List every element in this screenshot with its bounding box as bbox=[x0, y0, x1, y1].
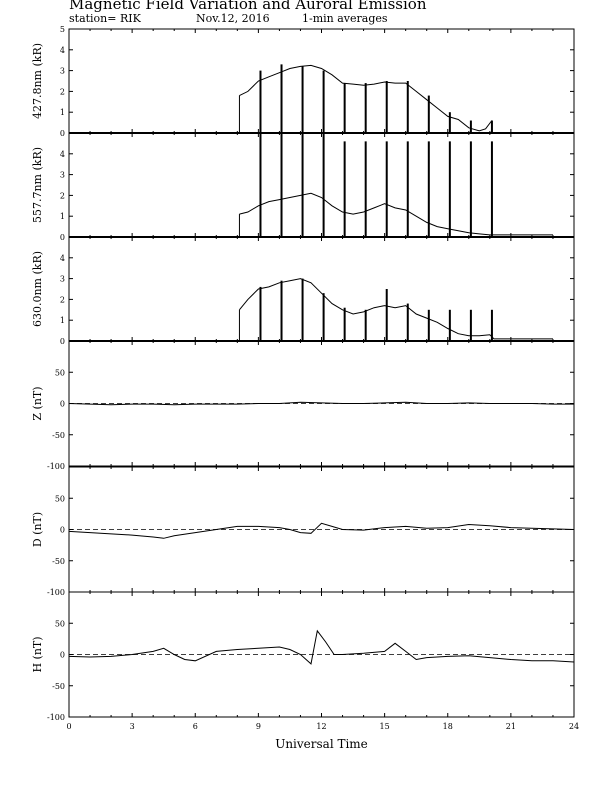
p4278-ytick-label: 0 bbox=[60, 129, 65, 138]
xtick-label: 9 bbox=[256, 722, 261, 731]
p5577-frame bbox=[68, 132, 575, 238]
pD-ytick-label: -50 bbox=[52, 557, 65, 566]
pZ-ytick-label: -100 bbox=[47, 462, 65, 471]
p5577-ylabel: 557.7nm (kR) bbox=[31, 147, 44, 223]
chart-title: Magnetic Field Variation and Auroral Emi… bbox=[69, 0, 427, 13]
p4278-ytick-label: 5 bbox=[60, 25, 65, 34]
pD-ytick-label: 0 bbox=[60, 526, 65, 535]
pH-ytick-label: 0 bbox=[60, 651, 65, 660]
p5577-ytick-label: 4 bbox=[60, 150, 65, 159]
p5577-ytick-label: 2 bbox=[60, 191, 65, 200]
p6300-ytick-label: 3 bbox=[60, 275, 65, 284]
xtick-label: 24 bbox=[569, 722, 579, 731]
p6300-ytick-label: 4 bbox=[60, 254, 65, 263]
xtick-label: 0 bbox=[66, 722, 71, 731]
p6300-ytick-label: 2 bbox=[60, 295, 65, 304]
station-label: station= RIK bbox=[69, 12, 141, 25]
xtick-label: 21 bbox=[506, 722, 516, 731]
xtick-label: 18 bbox=[443, 722, 453, 731]
pH-ytick-label: -50 bbox=[52, 682, 65, 691]
xtick-label: 12 bbox=[316, 722, 326, 731]
x-axis-label: Universal Time bbox=[275, 737, 368, 751]
p4278-ytick-label: 1 bbox=[60, 108, 65, 117]
pZ-ytick-label: 0 bbox=[60, 400, 65, 409]
p6300-ylabel: 630.0nm (kR) bbox=[31, 251, 44, 327]
pH-ytick-label: 50 bbox=[55, 619, 65, 628]
pD-series-line bbox=[68, 522, 575, 539]
pD-ytick-label: 50 bbox=[55, 494, 65, 503]
pZ-ylabel: Z (nT) bbox=[31, 386, 44, 420]
p6300-series-line bbox=[239, 278, 553, 340]
p6300-ytick-label: 1 bbox=[60, 316, 65, 325]
pD-ytick-label: -100 bbox=[47, 588, 65, 597]
p4278-series-line bbox=[239, 64, 493, 132]
pD-ylabel: D (nT) bbox=[31, 512, 44, 547]
pZ-series-line bbox=[68, 401, 574, 406]
p6300-frame bbox=[68, 236, 575, 342]
averaging-label: 1-min averages bbox=[302, 12, 388, 25]
p5577-ytick-label: 0 bbox=[60, 233, 65, 242]
p4278-ytick-label: 4 bbox=[60, 46, 65, 55]
p5577-series-line bbox=[239, 192, 553, 236]
p4278-ylabel: 427.8nm (kR) bbox=[31, 43, 44, 119]
p4278-frame bbox=[68, 28, 575, 134]
pZ-ytick-label: 50 bbox=[55, 368, 65, 377]
p5577-ytick-label: 1 bbox=[60, 212, 65, 221]
pH-ylabel: H (nT) bbox=[31, 636, 44, 672]
p4278-ytick-label: 2 bbox=[60, 87, 65, 96]
pH-series-line bbox=[68, 629, 575, 665]
xtick-label: 6 bbox=[193, 722, 198, 731]
pH-ytick-label: -100 bbox=[47, 713, 65, 722]
p5577-ytick-label: 3 bbox=[60, 171, 65, 180]
date-label: Nov.12, 2016 bbox=[196, 12, 270, 25]
xtick-label: 15 bbox=[380, 722, 390, 731]
xtick-label: 3 bbox=[130, 722, 135, 731]
p6300-ytick-label: 0 bbox=[60, 337, 65, 346]
p4278-ytick-label: 3 bbox=[60, 67, 65, 76]
pZ-ytick-label: -50 bbox=[52, 431, 65, 440]
